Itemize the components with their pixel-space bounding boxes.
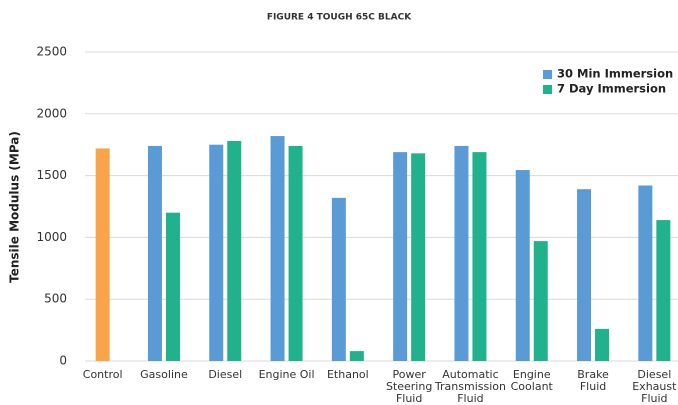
bar [227,140,242,361]
bar [95,148,110,361]
bar [270,136,285,361]
y-tick-label: 500 [44,292,67,306]
bar [577,189,592,361]
x-tick-label: Automatic Transmission Fluid [434,368,506,405]
x-tick-label: Diesel [208,368,242,381]
x-tick-label: Power Steering Fluid [386,368,432,405]
bar [349,351,364,361]
bar [209,144,224,361]
x-tick-label: Engine Oil [259,368,315,381]
legend-label: 30 Min Immersion [557,67,673,81]
x-tick-label: Brake Fluid [577,368,609,393]
bar [411,153,426,361]
bar [454,145,469,361]
y-tick-label: 1500 [36,168,67,182]
bar [393,152,408,361]
bar [165,212,180,361]
x-tick-label: Ethanol [327,368,369,381]
x-tick-label: Engine Coolant [511,368,554,393]
x-tick-label: Control [83,368,123,381]
y-tick-label: 0 [59,354,67,368]
bar [656,220,671,361]
y-tick-label: 1000 [36,230,67,244]
bar [638,185,653,361]
bar [595,328,610,361]
legend-swatch [543,85,552,94]
y-axis-label: Tensile Modulus (MPa) [8,131,22,283]
legend-label: 7 Day Immersion [557,82,666,96]
bar [147,145,162,361]
bar [472,152,487,361]
bar [533,241,548,361]
x-tick-label: Gasoline [140,368,188,381]
bar [331,197,346,361]
bar [515,170,530,361]
legend-swatch [543,70,552,79]
x-tick-label: Diesel Exhaust Fluid [632,368,677,405]
bar [288,145,303,361]
chart-title: FIGURE 4 TOUGH 65C BLACK [267,13,412,23]
y-tick-label: 2000 [36,106,67,120]
y-tick-label: 2500 [36,45,67,59]
